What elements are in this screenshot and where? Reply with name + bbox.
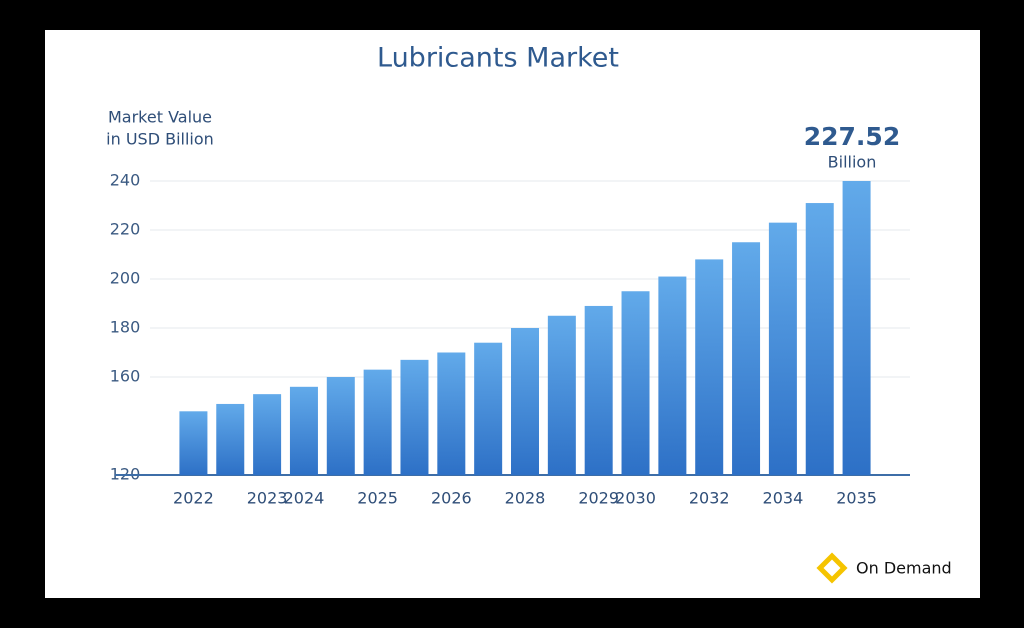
bar bbox=[511, 328, 539, 475]
chart-title: Lubricants Market bbox=[377, 43, 619, 74]
bar bbox=[805, 203, 834, 476]
x-tick-label: 2028 bbox=[505, 489, 546, 508]
y-tick-label: 180 bbox=[110, 318, 141, 337]
x-tick-label: 2034 bbox=[763, 489, 804, 508]
bar bbox=[621, 291, 650, 475]
bar bbox=[658, 276, 687, 475]
bar bbox=[400, 359, 429, 475]
y-axis-label: in USD Billion bbox=[106, 130, 214, 149]
bar bbox=[768, 222, 797, 475]
y-tick-label: 200 bbox=[110, 269, 141, 288]
x-tick-label: 2030 bbox=[615, 489, 656, 508]
x-tick-label: 2025 bbox=[357, 489, 398, 508]
x-tick-label: 2022 bbox=[173, 489, 214, 508]
x-tick-label: 2029 bbox=[578, 489, 619, 508]
bar bbox=[732, 242, 761, 475]
x-tick-label: 2035 bbox=[836, 489, 877, 508]
bar bbox=[695, 259, 724, 475]
bar bbox=[584, 305, 613, 475]
bar bbox=[842, 181, 871, 475]
bar bbox=[547, 315, 576, 475]
annotation-unit: Billion bbox=[828, 153, 877, 172]
y-tick-label: 160 bbox=[110, 367, 141, 386]
bar bbox=[253, 394, 282, 475]
brand: On Demand bbox=[856, 559, 952, 578]
x-tick-label: 2032 bbox=[689, 489, 730, 508]
bar bbox=[216, 403, 245, 475]
annotation-value: 227.52 bbox=[804, 122, 900, 151]
x-tick-label: 2023 bbox=[247, 489, 288, 508]
y-tick-label: 220 bbox=[110, 220, 141, 239]
y-tick-label: 240 bbox=[110, 171, 141, 190]
bar bbox=[363, 369, 392, 475]
bar bbox=[437, 352, 466, 475]
x-tick-label: 2026 bbox=[431, 489, 472, 508]
x-tick-label: 2024 bbox=[284, 489, 325, 508]
bar bbox=[179, 411, 208, 475]
bar bbox=[326, 377, 355, 475]
bar bbox=[474, 342, 503, 475]
brand-logo bbox=[816, 552, 848, 584]
bar bbox=[289, 386, 318, 475]
y-axis-label: Market Value bbox=[108, 108, 212, 127]
